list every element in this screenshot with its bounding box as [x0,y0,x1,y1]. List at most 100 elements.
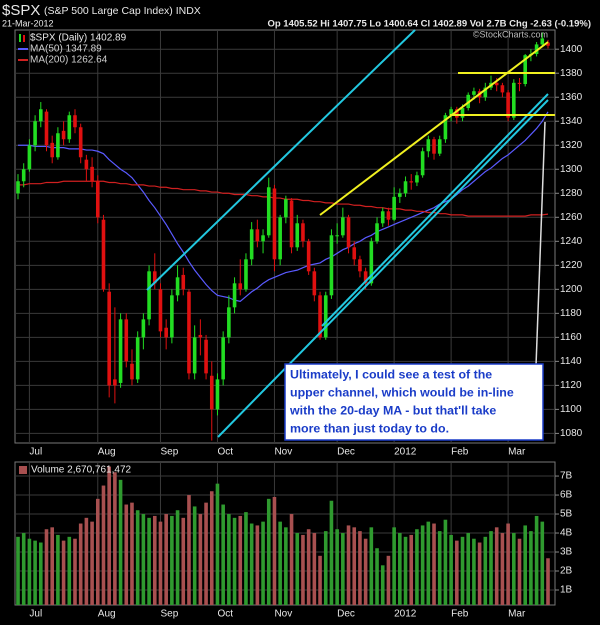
volume-bar [244,512,248,605]
volume-bar [369,527,374,605]
volume-bar [56,534,60,605]
volume-bar [358,531,362,605]
volume-bar [255,525,260,605]
volume-bar [238,515,243,605]
volume-bar [278,521,282,605]
candle-body [249,229,254,260]
chart-title: $SPX [2,2,40,19]
candle-body [386,211,391,220]
candle-body [494,82,499,86]
volume-bar [449,534,453,605]
volume-bar [261,521,265,605]
candle-body [398,193,402,197]
y-tick-label: 1280 [560,188,583,199]
volume-bar [323,531,328,605]
volume-bar [192,506,197,605]
volume-bar [392,527,396,605]
candle-body [192,337,197,374]
volume-bar [506,523,510,605]
y-tick-label: 6B [560,490,573,501]
volume-bar [124,504,129,605]
candle-body [141,319,146,338]
volume-bar [272,496,277,605]
annotation-line: upper channel, which would be in-line [290,385,514,399]
candle-body [329,235,334,296]
volume-bar [284,527,288,605]
candle-body [130,363,134,380]
candle-body [323,295,328,338]
candle-body [306,241,311,272]
volume-bar [301,534,305,605]
volume-bar [489,531,493,605]
candle-body [335,235,339,237]
candle-body [113,379,117,386]
candle-body [449,109,453,116]
volume-bar [512,533,516,605]
annotation-line: with the 20-day MA - but that'll take [289,403,496,417]
volume-bar [472,538,476,605]
legend-label: Volume 2,670,761,472 [31,465,132,476]
volume-bar [409,534,414,605]
y-tick-label: 1300 [560,164,583,175]
y-tick-label: 1240 [560,236,583,247]
volume-bar [164,514,168,605]
x-tick-label: Dec [337,447,355,458]
volume-bar [16,536,20,605]
volume-bar [67,536,72,605]
volume-bar [204,502,208,605]
volume-bar [295,533,300,605]
candle-body [244,259,248,290]
volume-bar [181,517,186,605]
volume-bar [170,515,174,605]
volume-bar [363,538,368,605]
volume-bar [380,565,385,605]
annotation-line: more than just today to do. [290,421,449,435]
candle-body [187,291,191,374]
candle-body [135,337,140,380]
volume-bar [215,483,220,605]
candle-body [204,339,208,374]
x-tick-label: Aug [98,609,116,620]
chart-subtitle: (S&P 500 Large Cap Index) INDX [44,5,201,17]
volume-bar [437,531,442,605]
volume-bar [398,533,402,605]
candle-body [232,283,237,308]
y-tick-label: 1200 [560,284,583,295]
candle-body [44,111,49,146]
x-tick-label: 2012 [394,609,417,620]
panels: 1080 1100 1120 1140 1160 1180 1200 1220 1240 1260… [14,29,583,620]
volume-bar [546,558,550,605]
candle-body [363,271,368,284]
y-tick-label: 1320 [560,140,583,151]
candle-body [506,92,510,118]
candle-body [118,319,123,383]
volume-bar [346,525,351,605]
candle-body [209,375,214,410]
y-tick-label: 1160 [560,332,582,343]
y-tick-label: 2B [560,566,573,577]
channel-line [321,93,549,327]
y-tick-label: 1380 [560,68,583,79]
candle-body [261,235,265,242]
volume-bar [494,527,499,605]
volume-bar [175,510,180,605]
volume-bar [318,555,322,605]
candle-body [238,283,243,290]
volume-bar [78,523,83,605]
volume-bar [38,542,43,605]
candle-body [124,319,129,362]
legend-label: $SPX (Daily) 1402.89 [30,33,127,44]
y-tick-label: 1260 [560,212,583,223]
candle-body [16,181,20,194]
x-tick-label: Mar [508,609,526,620]
candle-body [38,109,43,122]
candle-body [540,38,545,45]
x-tick-label: Nov [274,447,292,458]
candle-body [61,130,66,140]
volume-bar [415,529,419,605]
volume-bar [529,531,533,605]
volume-bar [113,472,117,605]
volume-bar [517,538,522,605]
candle-body [369,241,374,284]
